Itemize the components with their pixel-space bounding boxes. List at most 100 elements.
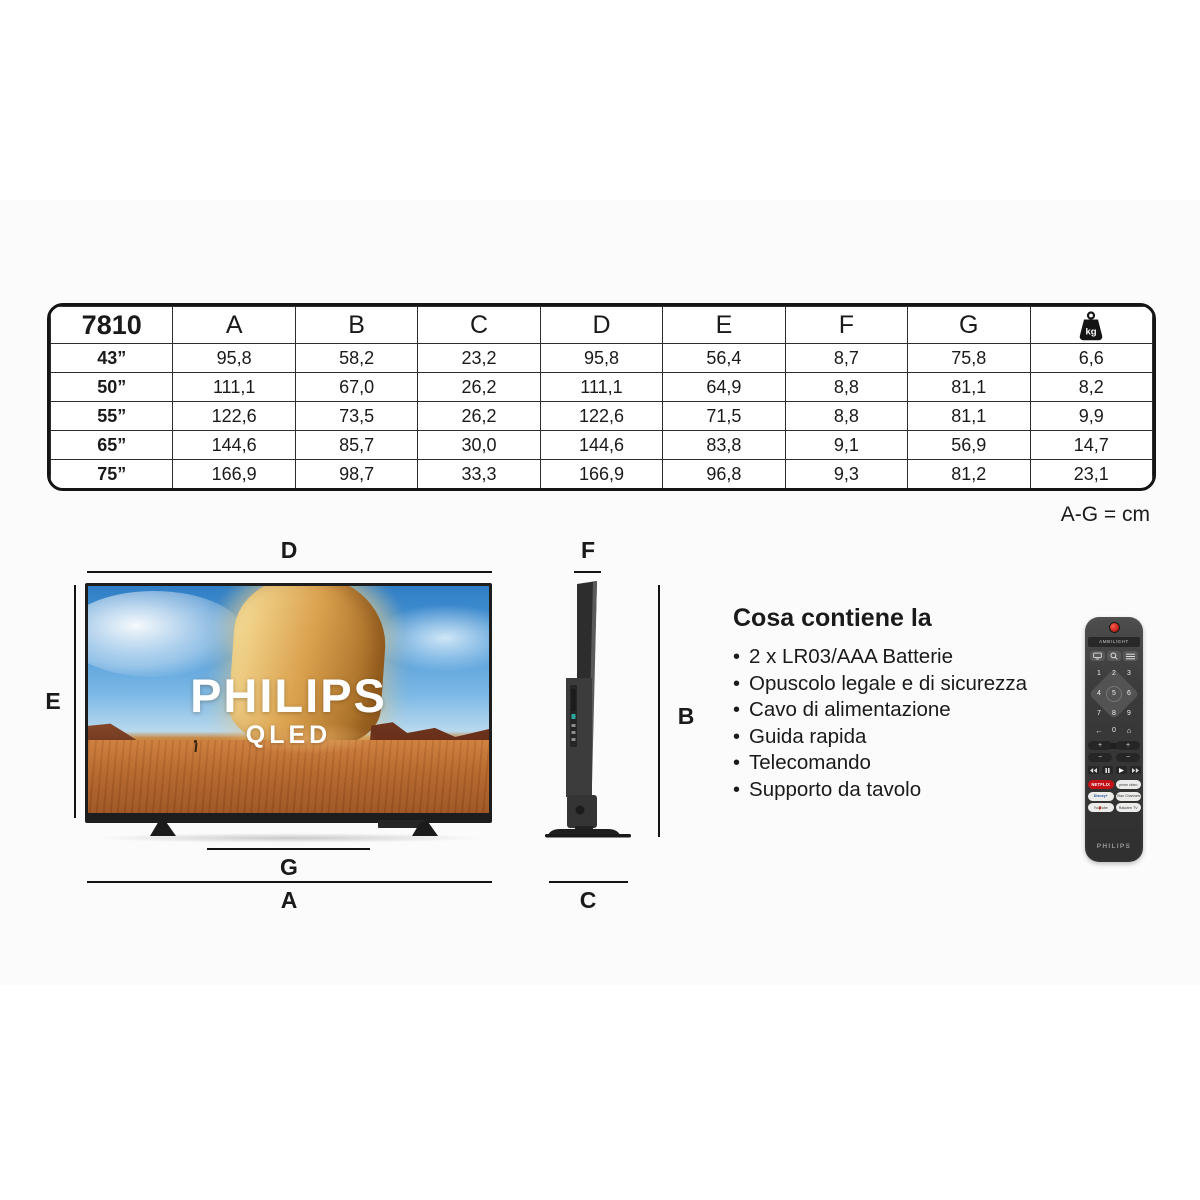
rewind-icon (1090, 767, 1097, 773)
cell-a: 122,6 (172, 401, 296, 431)
dim-label-a: A (280, 887, 298, 913)
tv-shadow (92, 833, 486, 843)
cell-f: 8,7 (784, 343, 909, 373)
size-label: 75” (50, 459, 174, 488)
cell-a: 95,8 (172, 343, 296, 373)
ambilight-button: AMBILIGHT (1088, 637, 1140, 647)
mute-button (1110, 742, 1118, 749)
table-header-row: 7810 A B C D E F G kg (50, 306, 1153, 344)
cell-b: 98,7 (294, 459, 419, 488)
table-row: 75” 166,9 98,7 33,3 166,9 96,8 9,3 81,2 … (50, 459, 1153, 488)
dust-cloud (240, 722, 377, 754)
menu-button (1123, 651, 1138, 661)
col-header-c: C (417, 306, 541, 344)
cell-g: 75,8 (907, 343, 1031, 373)
rakuten-tv-button: Rakuten TV (1115, 803, 1141, 812)
search-icon (1110, 652, 1118, 660)
cell-kg: 6,6 (1029, 343, 1153, 373)
table-row: 55” 122,6 73,5 26,2 122,6 71,5 8,8 81,1 … (50, 401, 1153, 431)
cell-e: 83,8 (662, 430, 786, 460)
key-8: 8 (1112, 710, 1116, 717)
cell-e: 96,8 (662, 459, 786, 488)
size-label: 55” (50, 401, 174, 431)
key-1: 1 (1097, 670, 1101, 677)
col-header-b: B (294, 306, 419, 344)
list-item: Guida rapida (733, 724, 1027, 751)
key-2: 2 (1112, 670, 1116, 677)
svg-text:kg: kg (1086, 326, 1097, 337)
cell-f: 8,8 (784, 372, 909, 402)
dim-line-b (658, 585, 660, 837)
youtube-play-icon (1098, 805, 1102, 810)
tv-side-silhouette (545, 581, 631, 838)
table-row: 65” 144,6 85,7 30,0 144,6 83,8 9,1 56,9 … (50, 430, 1153, 460)
list-item: Supporto da tavolo (733, 777, 1027, 804)
col-header-d: D (539, 306, 664, 344)
col-header-g: G (907, 306, 1031, 344)
list-item: 2 x LR03/AAA Batterie (733, 644, 1027, 671)
kg-weight-icon: kg (1079, 310, 1103, 340)
cell-g: 81,2 (907, 459, 1031, 488)
cell-c: 26,2 (417, 401, 541, 431)
key-7: 7 (1097, 710, 1101, 717)
play-button (1116, 766, 1127, 774)
cell-f: 8,8 (784, 401, 909, 431)
disney-plus-button: Disney+ (1088, 791, 1114, 801)
list-item: Opuscolo legale e di sicurezza (733, 671, 1027, 698)
list-item: Telecomando (733, 750, 1027, 777)
unit-note: A-G = cm (1060, 503, 1150, 526)
dimension-spec-table: 7810 A B C D E F G kg 43” (47, 303, 1156, 491)
cell-c: 33,3 (417, 459, 541, 488)
tv-screen-image: PHILIPS QLED (88, 586, 489, 813)
cell-e: 71,5 (662, 401, 786, 431)
dim-label-b: B (677, 703, 695, 729)
col-header-e: E (662, 306, 786, 344)
home-icon: ⌂ (1126, 726, 1132, 735)
cell-d: 166,9 (539, 459, 664, 488)
cloud-left (88, 590, 245, 677)
dim-label-e: E (45, 688, 61, 714)
fast-forward-icon (1132, 767, 1139, 773)
tv-connector-box (378, 820, 424, 828)
forward-button (1130, 766, 1141, 774)
prime-video-button: prime video (1115, 780, 1141, 789)
model-number: 7810 (50, 306, 174, 344)
cell-a: 111,1 (172, 372, 296, 402)
cell-g: 56,9 (907, 430, 1031, 460)
cell-d: 95,8 (539, 343, 664, 373)
power-button-icon (1108, 622, 1120, 633)
pause-button (1102, 766, 1113, 774)
dim-line-g (207, 848, 370, 850)
contents-title: Cosa contiene la (733, 604, 932, 632)
dim-label-g: G (280, 854, 298, 880)
cell-a: 166,9 (172, 459, 296, 488)
table-row: 43” 95,8 58,2 23,2 95,8 56,4 8,7 75,8 6,… (50, 343, 1153, 373)
size-label: 43” (50, 343, 174, 373)
table-row: 50” 111,1 67,0 26,2 111,1 64,9 8,8 81,1 … (50, 372, 1153, 402)
titan-channels-button: Titan Channels (1115, 791, 1141, 801)
col-header-f: F (784, 306, 909, 344)
channel-up-button: + (1116, 741, 1140, 750)
dim-line-a (87, 881, 492, 883)
key-0: 0 (1112, 727, 1116, 734)
ok-ring (1106, 686, 1122, 702)
dim-label-d: D (280, 537, 298, 563)
cell-c: 23,2 (417, 343, 541, 373)
tv-front-view: PHILIPS QLED (85, 583, 492, 823)
size-label: 50” (50, 372, 174, 402)
youtube-button: YouTube (1088, 803, 1114, 812)
key-6: 6 (1127, 690, 1131, 697)
key-9: 9 (1127, 710, 1131, 717)
key-5: 5 (1112, 690, 1116, 697)
list-item: Cavo di alimentazione (733, 697, 1027, 724)
cell-g: 81,1 (907, 372, 1031, 402)
cell-b: 73,5 (294, 401, 419, 431)
cell-b: 85,7 (294, 430, 419, 460)
search-button (1107, 651, 1121, 661)
cell-kg: 14,7 (1029, 430, 1153, 460)
dim-line-e (74, 585, 76, 818)
dim-line-d (87, 571, 492, 573)
source-button (1090, 651, 1105, 661)
size-label: 65” (50, 430, 174, 460)
